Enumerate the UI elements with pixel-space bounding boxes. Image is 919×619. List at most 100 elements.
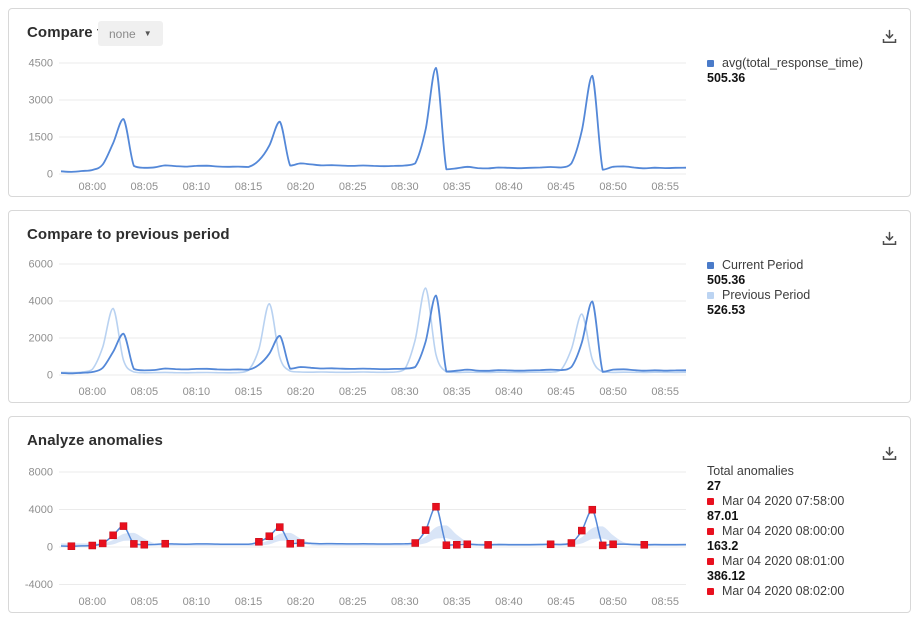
svg-text:1500: 1500 — [29, 132, 53, 144]
anomaly-marker — [453, 541, 461, 549]
svg-text:08:45: 08:45 — [547, 386, 575, 398]
anomaly-marker — [411, 539, 419, 547]
download-button[interactable] — [879, 28, 899, 48]
svg-text:08:00: 08:00 — [79, 596, 107, 608]
confidence-band — [61, 525, 686, 546]
anomaly-marker — [296, 539, 305, 547]
svg-text:08:05: 08:05 — [131, 386, 159, 398]
download-icon — [882, 231, 896, 245]
svg-text:6000: 6000 — [29, 259, 53, 271]
svg-text:08:30: 08:30 — [391, 181, 419, 193]
legend-swatch-icon — [707, 60, 714, 67]
panel-title: Compare to — [27, 24, 112, 41]
panel-analyze-anomalies: Analyze anomalies -4000 0 4000 8000 08:00 08:… — [8, 416, 911, 613]
legend: avg(total_response_time) 505.36 — [707, 56, 907, 86]
svg-text:08:15: 08:15 — [235, 181, 263, 193]
svg-text:08:45: 08:45 — [547, 596, 575, 608]
svg-text:08:50: 08:50 — [599, 596, 627, 608]
anomaly-marker — [463, 540, 472, 549]
anomaly-marker — [140, 540, 149, 549]
legend-value: 163.2 — [707, 539, 739, 553]
compare-to-dropdown[interactable]: none ▼ — [98, 21, 163, 46]
svg-text:08:50: 08:50 — [599, 181, 627, 193]
anomaly-marker — [432, 502, 440, 511]
svg-text:08:05: 08:05 — [131, 596, 159, 608]
svg-text:08:30: 08:30 — [391, 596, 419, 608]
svg-text:2000: 2000 — [29, 333, 53, 345]
svg-text:3000: 3000 — [29, 95, 53, 107]
legend-value: 505.36 — [707, 71, 746, 85]
legend-value: 87.01 — [707, 509, 739, 523]
legend-swatch-icon — [707, 498, 714, 505]
svg-text:8000: 8000 — [29, 467, 53, 479]
svg-text:4000: 4000 — [29, 296, 53, 308]
svg-text:08:40: 08:40 — [495, 596, 523, 608]
anomaly-marker — [640, 541, 649, 549]
legend-item: Mar 04 2020 07:58:00 — [707, 494, 907, 509]
legend: Current Period 505.36 Previous Period 526.5… — [707, 258, 907, 318]
series-line — [60, 67, 687, 173]
svg-text:08:00: 08:00 — [79, 386, 107, 398]
anomaly-marker — [567, 539, 576, 547]
download-icon — [882, 446, 896, 460]
legend-label: Mar 04 2020 08:02:00 — [722, 584, 845, 598]
svg-text:0: 0 — [47, 169, 53, 181]
svg-text:08:25: 08:25 — [339, 596, 367, 608]
anomalies-chart[interactable]: -4000 0 4000 8000 08:00 08:05 08:10 08:15 08:20 0… — [9, 417, 699, 614]
download-icon — [882, 29, 896, 43]
legend-swatch-icon — [707, 528, 714, 535]
svg-text:08:05: 08:05 — [131, 181, 159, 193]
anomaly-marker — [286, 540, 294, 548]
svg-text:08:35: 08:35 — [443, 386, 471, 398]
legend-label: Mar 04 2020 08:00:00 — [722, 524, 845, 538]
period-comparison-chart[interactable]: 0 2000 4000 6000 08:00 08:05 08:10 08:15 08:20 08… — [9, 211, 699, 404]
svg-text:08:20: 08:20 — [287, 596, 315, 608]
svg-text:08:20: 08:20 — [287, 181, 315, 193]
legend-value: 505.36 — [707, 273, 746, 287]
anomaly-marker — [276, 523, 284, 531]
legend-item: avg(total_response_time) — [707, 56, 907, 71]
legend-item: Mar 04 2020 08:02:00 — [707, 584, 907, 599]
series-line — [60, 287, 687, 374]
anomaly-marker — [265, 532, 274, 540]
svg-text:08:10: 08:10 — [183, 386, 211, 398]
anomaly-marker — [484, 541, 492, 549]
anomaly-marker — [578, 526, 586, 535]
svg-text:08:10: 08:10 — [183, 596, 211, 608]
svg-text:08:40: 08:40 — [495, 386, 523, 398]
anomaly-marker — [546, 540, 555, 549]
anomaly-marker — [88, 541, 97, 550]
svg-text:08:45: 08:45 — [547, 181, 575, 193]
download-button[interactable] — [879, 230, 899, 250]
download-button[interactable] — [879, 445, 899, 465]
legend-label: Mar 04 2020 08:01:00 — [722, 554, 845, 568]
dropdown-value: none — [109, 26, 136, 41]
anomaly-marker — [598, 541, 607, 550]
svg-text:08:25: 08:25 — [339, 386, 367, 398]
panel-title: Compare to previous period — [27, 226, 230, 243]
panel-compare-to: Compare to none ▼ 0 1500 3000 4500 08:00 08:0… — [8, 8, 911, 197]
svg-text:08:10: 08:10 — [183, 181, 211, 193]
svg-text:08:15: 08:15 — [235, 386, 263, 398]
legend-value: 526.53 — [707, 303, 746, 317]
anomaly-marker — [588, 505, 597, 514]
anomaly-marker — [130, 540, 138, 548]
response-time-chart[interactable]: 0 1500 3000 4500 08:00 08:05 08:10 08:15 08:20 08… — [9, 9, 699, 198]
svg-text:08:55: 08:55 — [651, 386, 679, 398]
anomaly-marker — [98, 539, 107, 548]
anomaly-marker — [67, 542, 76, 550]
svg-text:4500: 4500 — [29, 58, 53, 70]
svg-text:08:35: 08:35 — [443, 181, 471, 193]
svg-text:08:00: 08:00 — [79, 181, 107, 193]
svg-text:0: 0 — [47, 542, 53, 554]
legend-swatch-icon — [707, 262, 714, 269]
svg-text:08:15: 08:15 — [235, 596, 263, 608]
panel-compare-previous-period: Compare to previous period 0 2000 4000 6000… — [8, 210, 911, 403]
legend-value: 27 — [707, 479, 721, 493]
svg-text:08:35: 08:35 — [443, 596, 471, 608]
legend-item: Total anomalies — [707, 464, 907, 479]
chevron-down-icon: ▼ — [143, 28, 152, 38]
panel-title: Analyze anomalies — [27, 432, 163, 449]
legend-value: 386.12 — [707, 569, 746, 583]
anomaly-marker — [421, 526, 430, 534]
